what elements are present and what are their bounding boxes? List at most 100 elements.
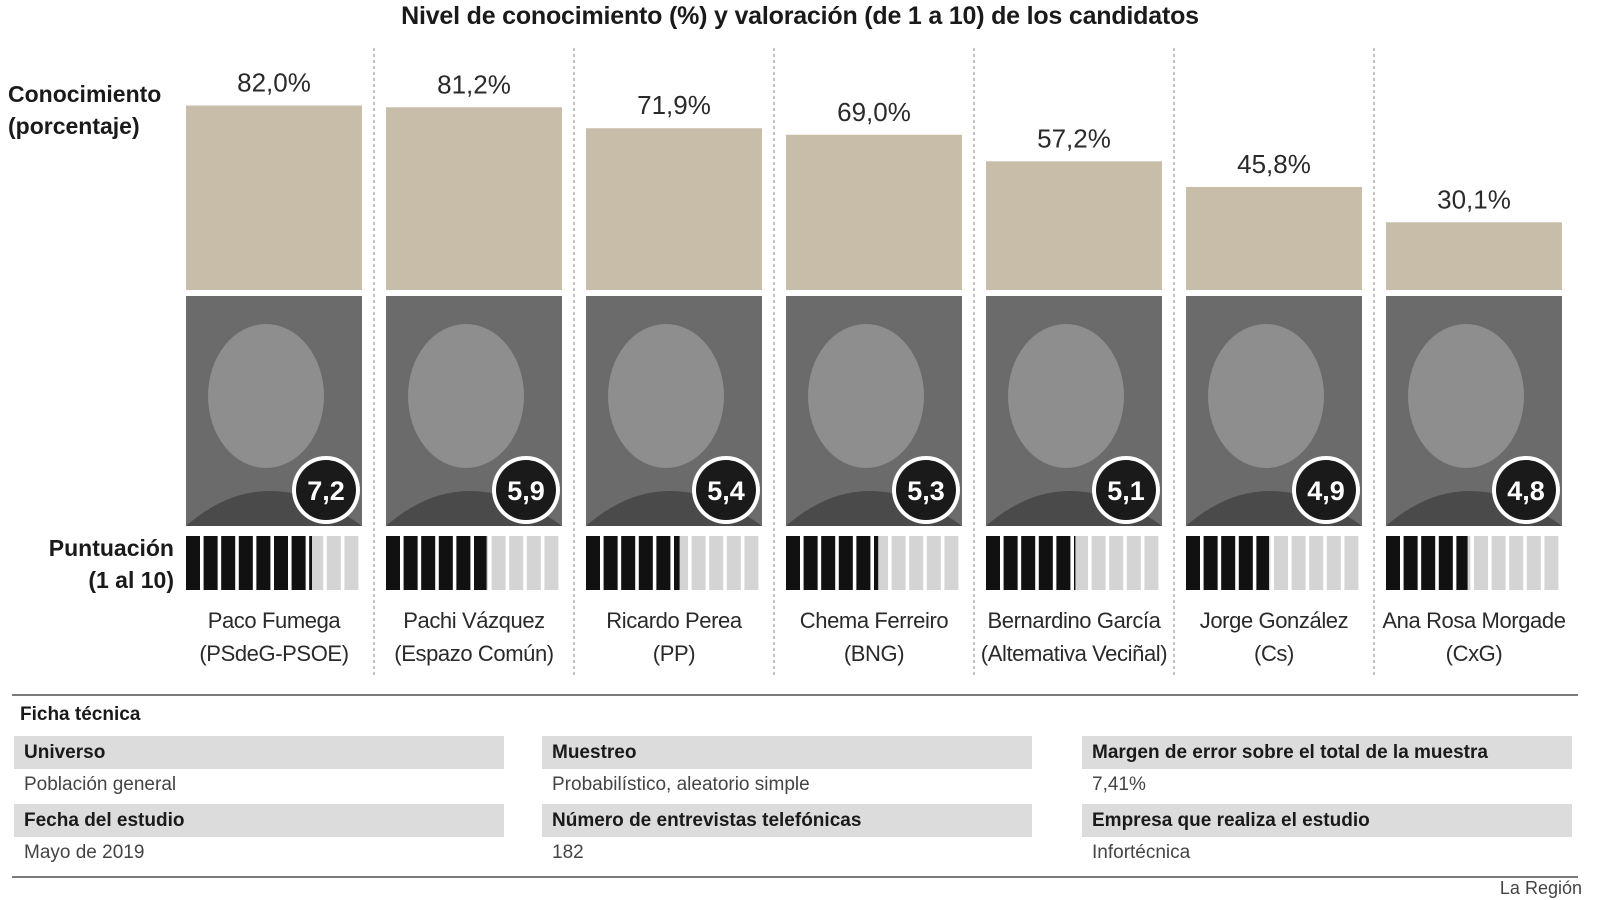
score-segment-fill xyxy=(1438,536,1453,590)
candidate-name: Jorge González xyxy=(1199,608,1349,633)
score-segment-fill xyxy=(874,536,879,590)
bar-3 xyxy=(586,128,762,290)
score-segment-bg xyxy=(1144,536,1159,590)
score-segment-bg xyxy=(709,536,724,590)
bar-value-label-6: 45,8% xyxy=(1237,149,1311,179)
score-segment-fill xyxy=(586,536,600,590)
score-segment-bg xyxy=(309,536,324,590)
sheet-label: Empresa que realiza el estudio xyxy=(1082,804,1572,837)
score-segment-bg xyxy=(726,536,741,590)
score-segment-bg xyxy=(326,536,341,590)
score-segment-bg xyxy=(1344,536,1359,590)
score-segment-fill xyxy=(1386,536,1400,590)
bar-1 xyxy=(186,105,362,290)
score-badge-5 xyxy=(1096,460,1156,520)
sheet-label: Universo xyxy=(14,736,504,769)
score-badge-7 xyxy=(1496,460,1556,520)
chart-title: Nivel de conocimiento (%) y valoración (… xyxy=(401,2,1199,30)
score-badge-4 xyxy=(896,460,956,520)
sheet-value: Probabilístico, aleatorio simple xyxy=(552,774,810,795)
score-value-label-5: 5,1 xyxy=(1107,476,1145,506)
candidate-party: (Espazo Común) xyxy=(394,641,554,666)
score-segment-fill xyxy=(803,536,818,590)
source-credit: La Región xyxy=(1499,878,1582,898)
score-segment-fill xyxy=(1221,536,1236,590)
candidate-party: (PSdeG-PSOE) xyxy=(199,641,349,666)
score-segment-bg xyxy=(944,536,959,590)
candidate-label-2: Pachi Vázquez (Espazo Común) xyxy=(376,604,572,670)
score-segment-fill xyxy=(1421,536,1436,590)
photo-face-shape xyxy=(408,324,524,468)
candidate-label-1: Paco Fumega (PSdeG-PSOE) xyxy=(176,604,372,670)
bar-2 xyxy=(386,107,562,290)
score-badge-3 xyxy=(696,460,756,520)
candidate-party: (PP) xyxy=(652,641,696,666)
sheet-item-margin: Margen de error sobre el total de la mue… xyxy=(1082,736,1572,801)
score-segment-fill xyxy=(1186,536,1200,590)
score-segment-fill xyxy=(1021,536,1036,590)
score-segment-bg xyxy=(1491,536,1506,590)
score-segment-bg xyxy=(509,536,524,590)
score-segment-bg xyxy=(691,536,706,590)
score-segment-bg xyxy=(1291,536,1306,590)
score-segment-fill xyxy=(1003,536,1018,590)
sheet-value: 7,41% xyxy=(1092,774,1146,795)
score-segment-bg xyxy=(1309,536,1324,590)
score-value-label-4: 5,3 xyxy=(907,476,945,506)
candidate-party: (CxG) xyxy=(1445,641,1503,666)
score-value-label-1: 7,2 xyxy=(307,476,345,506)
candidate-label-4: Chema Ferreiro (BNG) xyxy=(776,604,972,670)
score-badge-2 xyxy=(496,460,556,520)
score-segment-fill xyxy=(203,536,218,590)
candidate-party: (Altemativa Veciñal) xyxy=(980,641,1168,666)
sheet-label: Margen de error sobre el total de la mue… xyxy=(1082,736,1572,769)
sheet-value: 182 xyxy=(552,842,584,863)
score-segment-fill xyxy=(386,536,400,590)
bar-value-label-4: 69,0% xyxy=(837,97,911,127)
score-segment-bg xyxy=(526,536,541,590)
score-segment-bg xyxy=(891,536,906,590)
chart-area: 82,0% 7,2 81,2% 5,9 71,9% 5,4 69,0% 5,3 57,2% 5,1… xyxy=(186,48,1562,676)
score-segment-bg xyxy=(909,536,924,590)
score-badge-1 xyxy=(296,460,356,520)
bar-4 xyxy=(786,134,962,290)
sheet-label: Muestreo xyxy=(542,736,1032,769)
photo-face-shape xyxy=(808,324,924,468)
score-segment-fill xyxy=(1203,536,1218,590)
bar-7 xyxy=(1386,222,1562,290)
score-segment-fill xyxy=(856,536,871,590)
candidate-name: Ricardo Perea xyxy=(606,608,742,633)
score-segment-bg xyxy=(1126,536,1141,590)
score-segment-fill xyxy=(621,536,636,590)
score-segment-fill xyxy=(274,536,288,590)
candidate-name: Chema Ferreiro xyxy=(799,608,949,633)
photo-face-shape xyxy=(208,324,324,468)
score-segment-fill xyxy=(256,536,271,590)
candidate-name: Paco Fumega xyxy=(207,608,341,633)
score-segment-bg xyxy=(744,536,759,590)
sheet-label: Número de entrevistas telefónicas xyxy=(542,804,1032,837)
score-segment-bg xyxy=(1544,536,1559,590)
sheet-item-company: Empresa que realiza el estudio Infortécn… xyxy=(1082,804,1572,869)
score-segment-bg xyxy=(344,536,359,590)
score-segment-fill xyxy=(638,536,653,590)
score-segment-fill xyxy=(1256,536,1269,590)
bar-5 xyxy=(986,161,1162,290)
sheet-item-interviews: Número de entrevistas telefónicas 182 xyxy=(542,804,1032,869)
photo-face-shape xyxy=(1008,324,1124,468)
technical-sheet: Ficha técnica Universo Población general… xyxy=(12,694,1578,878)
bar-value-label-5: 57,2% xyxy=(1037,123,1111,153)
score-segment-bg xyxy=(1326,536,1341,590)
score-value-label-7: 4,8 xyxy=(1507,476,1545,506)
sheet-item-date: Fecha del estudio Mayo de 2019 xyxy=(14,804,504,869)
score-segment-fill xyxy=(838,536,853,590)
candidate-label-5: Bernardino García (Altemativa Veciñal) xyxy=(976,604,1172,670)
score-segment-bg xyxy=(544,536,559,590)
score-segment-bg xyxy=(1074,536,1088,590)
candidate-label-7: Ana Rosa Morgade (CxG) xyxy=(1376,604,1572,670)
score-segment-fill xyxy=(403,536,418,590)
score-axis-label: Puntuación (1 al 10) xyxy=(48,535,174,593)
score-segment-bg xyxy=(1274,536,1288,590)
sheet-value: Población general xyxy=(24,774,177,795)
score-segment-fill xyxy=(1074,536,1076,590)
